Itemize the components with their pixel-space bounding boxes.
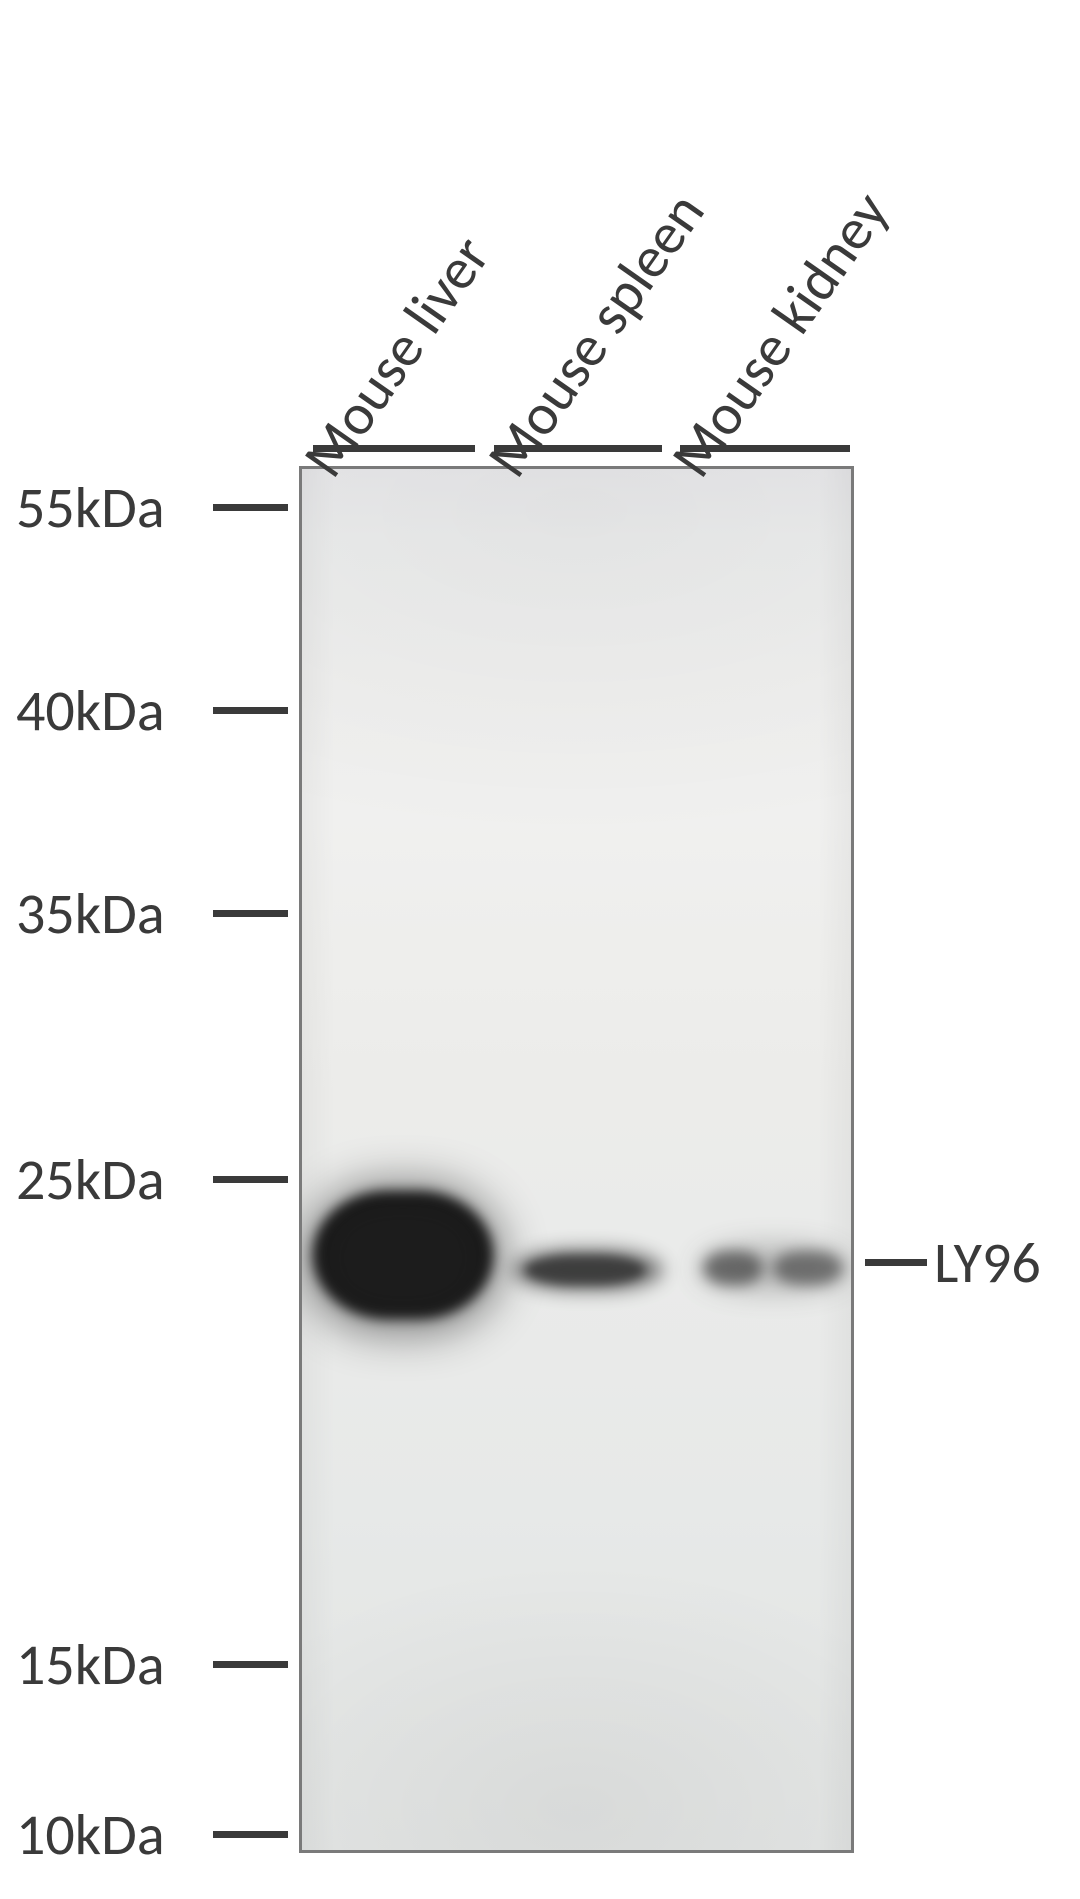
mw-label-5: 10kDa xyxy=(16,1799,165,1870)
mw-tick-3 xyxy=(213,1176,288,1183)
mw-label-3: 25kDa xyxy=(16,1144,165,1215)
band-lane-0 xyxy=(303,1183,503,1333)
mw-tick-0 xyxy=(213,504,288,511)
band-lane-1 xyxy=(525,1255,645,1285)
mw-label-0: 55kDa xyxy=(16,472,165,543)
mw-tick-5 xyxy=(213,1831,288,1838)
mw-label-4: 15kDa xyxy=(16,1629,165,1700)
mw-tick-1 xyxy=(213,707,288,714)
western-blot-figure: Mouse liverMouse spleenMouse kidney55kDa… xyxy=(0,0,1080,1899)
mw-tick-2 xyxy=(213,910,288,917)
mw-label-1: 40kDa xyxy=(16,675,165,746)
blot-background xyxy=(302,469,851,1850)
target-tick xyxy=(865,1259,927,1266)
mw-tick-4 xyxy=(213,1661,288,1668)
mw-label-2: 35kDa xyxy=(16,878,165,949)
target-label: LY96 xyxy=(934,1227,1041,1298)
blot-membrane xyxy=(299,466,854,1853)
band-lane-2 xyxy=(699,1245,849,1291)
